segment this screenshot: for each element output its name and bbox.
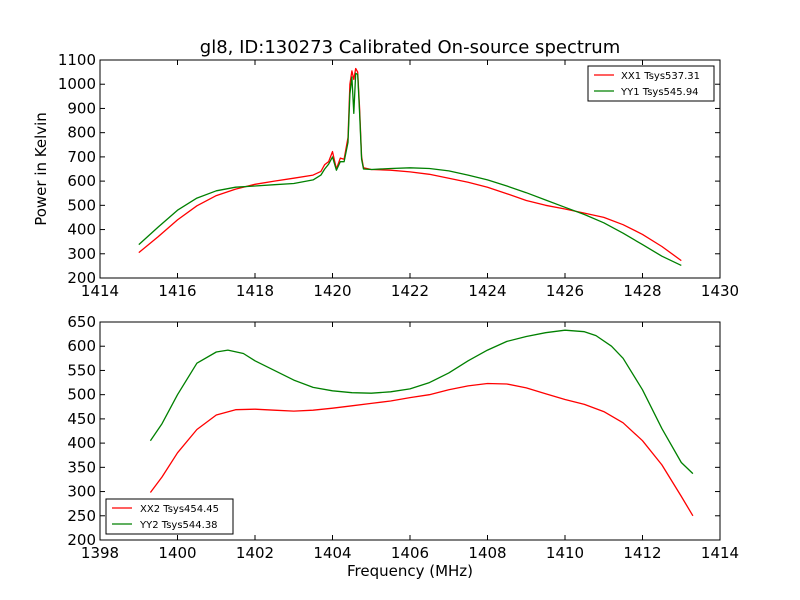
bottom-x-tick-label: 1406 bbox=[391, 544, 429, 562]
top-y-tick-label: 200 bbox=[67, 269, 96, 287]
bottom-legend-box bbox=[105, 498, 234, 535]
top-series-line-2 bbox=[138, 72, 682, 266]
bottom-y-tick-label: 450 bbox=[67, 410, 96, 428]
bottom-legend: XX2 Tsys454.45 YY2 Tsys544.38 bbox=[105, 498, 234, 535]
bottom-y-tick-label: 200 bbox=[67, 531, 96, 549]
top-y-tick-label: 400 bbox=[67, 221, 96, 239]
y-axis-label: Power in Kelvin bbox=[32, 112, 50, 226]
bottom-y-tick-label: 300 bbox=[67, 483, 96, 501]
bottom-plot-frame bbox=[99, 321, 721, 541]
bottom-y-tick-label: 500 bbox=[67, 386, 96, 404]
top-y-tick-label: 900 bbox=[67, 99, 96, 117]
bottom-y-tick-label: 550 bbox=[67, 361, 96, 379]
top-y-tick-label: 500 bbox=[67, 196, 96, 214]
legend-label-xx2: XX2 Tsys454.45 bbox=[140, 504, 219, 515]
bottom-x-tick-label: 1398 bbox=[81, 544, 119, 562]
top-x-tick-label: 1428 bbox=[623, 282, 661, 300]
bottom-x-tick-label: 1414 bbox=[701, 544, 739, 562]
bottom-series-line-1 bbox=[149, 382, 694, 517]
top-series-group bbox=[138, 67, 682, 266]
top-x-tick-label: 1420 bbox=[313, 282, 351, 300]
top-y-tick-label: 1100 bbox=[58, 51, 96, 69]
top-x-tick-label: 1430 bbox=[701, 282, 739, 300]
top-series-line-1 bbox=[138, 67, 682, 262]
bottom-x-tick-label: 1404 bbox=[313, 544, 351, 562]
x-axis-label: Frequency (MHz) bbox=[347, 562, 473, 580]
bottom-x-tick-label: 1408 bbox=[468, 544, 506, 562]
legend-label-yy2: YY2 Tsys544.38 bbox=[139, 520, 218, 531]
bottom-y-tick-label: 400 bbox=[67, 434, 96, 452]
bottom-y-tick-label: 350 bbox=[67, 458, 96, 476]
top-x-tick-label: 1424 bbox=[468, 282, 506, 300]
bottom-y-tick-label: 650 bbox=[67, 313, 96, 331]
top-x-tick-label: 1414 bbox=[81, 282, 119, 300]
bottom-x-tick-label: 1412 bbox=[623, 544, 661, 562]
top-x-tick-label: 1426 bbox=[546, 282, 584, 300]
bottom-plot: Frequency (MHz) 1398 1400 1402 1404 1406 1408… bbox=[67, 313, 739, 580]
top-plot: gl8, ID:130273 Calibrated On-source spec… bbox=[32, 37, 739, 300]
legend-label-yy1: YY1 Tsys545.94 bbox=[620, 87, 699, 98]
top-legend-box bbox=[587, 65, 715, 102]
bottom-series-line-2 bbox=[149, 329, 694, 475]
top-x-tick-label: 1416 bbox=[158, 282, 196, 300]
top-plot-frame bbox=[99, 59, 721, 279]
bottom-y-tick-label: 600 bbox=[67, 337, 96, 355]
top-y-tick-label: 300 bbox=[67, 245, 96, 263]
bottom-x-tick-label: 1402 bbox=[236, 544, 274, 562]
bottom-series-group bbox=[149, 329, 694, 517]
bottom-x-tick-label: 1400 bbox=[158, 544, 196, 562]
top-legend: XX1 Tsys537.31 YY1 Tsys545.94 bbox=[587, 65, 715, 102]
top-x-tick-label: 1422 bbox=[391, 282, 429, 300]
bottom-x-tick-label: 1410 bbox=[546, 544, 584, 562]
bottom-ticks-group: 1398 1400 1402 1404 1406 1408 1410 1412 1414 200 2… bbox=[67, 313, 739, 562]
top-x-tick-label: 1418 bbox=[236, 282, 274, 300]
top-ticks-group: 1414 1416 1418 1420 1422 1424 1426 1428 1430 200 3… bbox=[58, 51, 739, 300]
chart-title: gl8, ID:130273 Calibrated On-source spec… bbox=[200, 37, 620, 58]
bottom-y-tick-label: 250 bbox=[67, 507, 96, 525]
legend-label-xx1: XX1 Tsys537.31 bbox=[621, 71, 700, 82]
top-y-tick-label: 800 bbox=[67, 124, 96, 142]
top-y-tick-label: 600 bbox=[67, 172, 96, 190]
top-y-tick-label: 1000 bbox=[58, 75, 96, 93]
top-y-tick-label: 700 bbox=[67, 148, 96, 166]
